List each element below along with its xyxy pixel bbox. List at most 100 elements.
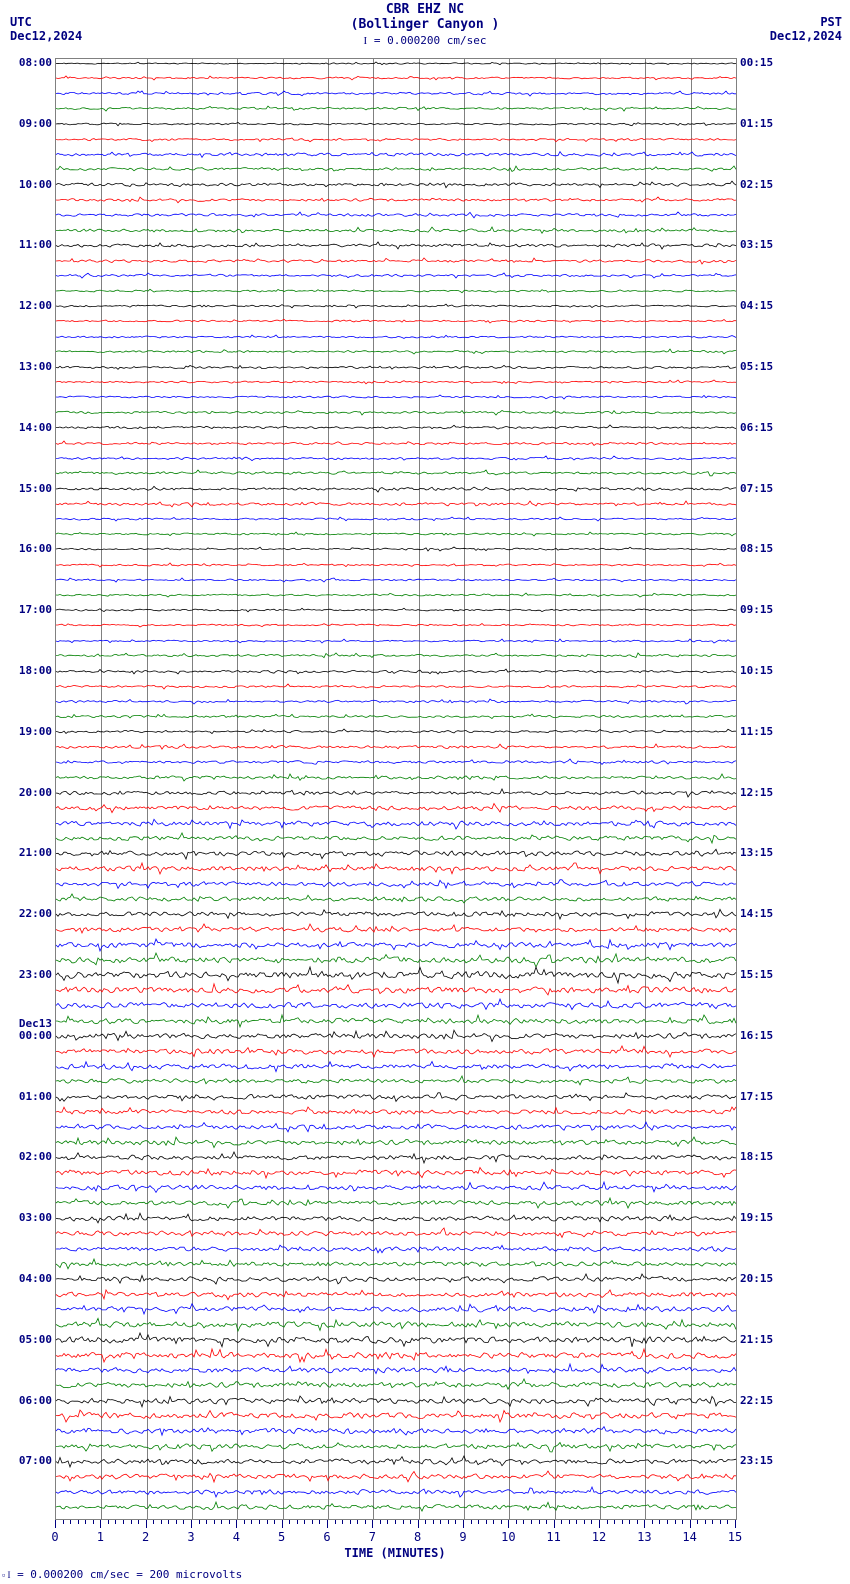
xaxis-tick-minor [85, 1520, 86, 1524]
utc-hour-label: 09:00 [7, 117, 52, 130]
seismic-trace [56, 1226, 736, 1241]
seismic-trace [56, 439, 736, 448]
xaxis-tick-minor [108, 1520, 109, 1524]
scale-bar-icon: I [364, 35, 368, 47]
xaxis-tick-minor [637, 1520, 638, 1524]
xaxis-tick-minor [591, 1520, 592, 1524]
utc-hour-label: 07:00 [7, 1454, 52, 1467]
xaxis-tick-minor [607, 1520, 608, 1524]
seismic-trace [56, 831, 736, 845]
xaxis-tick-minor [395, 1520, 396, 1524]
seismic-trace [56, 240, 736, 251]
tz-right: PST Dec12,2024 [770, 15, 842, 43]
xaxis-tick-minor [614, 1520, 615, 1524]
xaxis-tick-minor [176, 1520, 177, 1524]
seismic-trace [56, 333, 736, 341]
xaxis-tick-label: 8 [414, 1530, 421, 1544]
seismic-trace [56, 1500, 736, 1514]
xaxis-tick-minor [244, 1520, 245, 1524]
seismic-trace [56, 1013, 736, 1029]
pst-hour-label: 04:15 [740, 299, 773, 312]
seismic-trace [56, 1242, 736, 1256]
pst-hour-label: 16:15 [740, 1029, 773, 1042]
seismic-trace [56, 1347, 736, 1364]
utc-hour-label: 16:00 [7, 542, 52, 555]
seismic-trace [56, 877, 736, 891]
xaxis-tick [735, 1520, 736, 1528]
xaxis-tick-minor [214, 1520, 215, 1524]
seismic-trace [56, 892, 736, 906]
xaxis-tick-minor [576, 1520, 577, 1524]
seismic-trace [56, 1211, 736, 1226]
pst-hour-label: 00:15 [740, 56, 773, 69]
xaxis-tick-minor [622, 1520, 623, 1524]
xaxis-tick-minor [403, 1520, 404, 1524]
xaxis-tick [55, 1520, 56, 1528]
xaxis-tick-minor [93, 1520, 94, 1524]
xaxis-tick-minor [697, 1520, 698, 1524]
xaxis-tick [372, 1520, 373, 1528]
seismic-trace [56, 179, 736, 190]
seismic-trace [56, 576, 736, 584]
pst-hour-label: 20:15 [740, 1272, 773, 1285]
xaxis-tick [191, 1520, 192, 1528]
xaxis-tick-minor [115, 1520, 116, 1524]
seismic-trace [56, 1454, 736, 1469]
seismic-trace [56, 120, 736, 128]
pst-hour-label: 18:15 [740, 1150, 773, 1163]
seismic-trace [56, 1028, 736, 1044]
seismic-trace [56, 149, 736, 160]
xaxis-tick-minor [153, 1520, 154, 1524]
tz-right-date: Dec12,2024 [770, 29, 842, 43]
xaxis-tick-label: 3 [187, 1530, 194, 1544]
utc-hour-label: 04:00 [7, 1272, 52, 1285]
seismic-trace [56, 1120, 736, 1134]
xaxis-tick-minor [123, 1520, 124, 1524]
seismic-trace [56, 801, 736, 815]
xaxis-tick [508, 1520, 509, 1528]
seismic-trace [56, 1362, 736, 1378]
seismic-trace [56, 378, 736, 386]
seismic-trace [56, 697, 736, 706]
pst-hour-label: 08:15 [740, 542, 773, 555]
xaxis-tick-minor [199, 1520, 200, 1524]
xaxis-tick-minor [63, 1520, 64, 1524]
seismic-trace [56, 1469, 736, 1484]
xaxis-tick-label: 12 [592, 1530, 606, 1544]
pst-hour-label: 03:15 [740, 238, 773, 251]
seismic-trace [56, 1393, 736, 1409]
xaxis-tick-minor [161, 1520, 162, 1524]
xaxis-tick-minor [387, 1520, 388, 1524]
seismic-trace [56, 423, 736, 432]
seismic-trace [56, 606, 736, 614]
seismic-trace [56, 1301, 736, 1317]
pst-hour-label: 13:15 [740, 846, 773, 859]
xaxis-tick-label: 14 [682, 1530, 696, 1544]
xaxis-tick-minor [629, 1520, 630, 1524]
pst-hour-label: 17:15 [740, 1090, 773, 1103]
utc-hour-label: 12:00 [7, 299, 52, 312]
seismic-trace [56, 484, 736, 494]
xaxis-tick-minor [78, 1520, 79, 1524]
seismic-trace [56, 561, 736, 569]
seismic-trace [56, 787, 736, 799]
seismogram-container: UTC Dec12,2024 CBR EHZ NC (Bollinger Can… [0, 0, 850, 1584]
seismic-trace [56, 1180, 736, 1195]
pst-hour-label: 01:15 [740, 117, 773, 130]
seismic-trace [56, 530, 736, 538]
header: UTC Dec12,2024 CBR EHZ NC (Bollinger Can… [0, 0, 850, 55]
utc-hour-label: 14:00 [7, 421, 52, 434]
seismic-trace [56, 772, 736, 783]
seismic-trace [56, 637, 736, 645]
xaxis-tick-minor [539, 1520, 540, 1524]
xaxis-tick-minor [440, 1520, 441, 1524]
xaxis-tick-minor [720, 1520, 721, 1524]
xaxis-tick-minor [705, 1520, 706, 1524]
seismic-trace [56, 1257, 736, 1271]
xaxis-tick-minor [561, 1520, 562, 1524]
seismic-trace [56, 195, 736, 205]
xaxis-tick [282, 1520, 283, 1528]
seismic-trace [56, 667, 736, 676]
seismic-trace [56, 302, 736, 310]
xaxis-tick-label: 4 [233, 1530, 240, 1544]
